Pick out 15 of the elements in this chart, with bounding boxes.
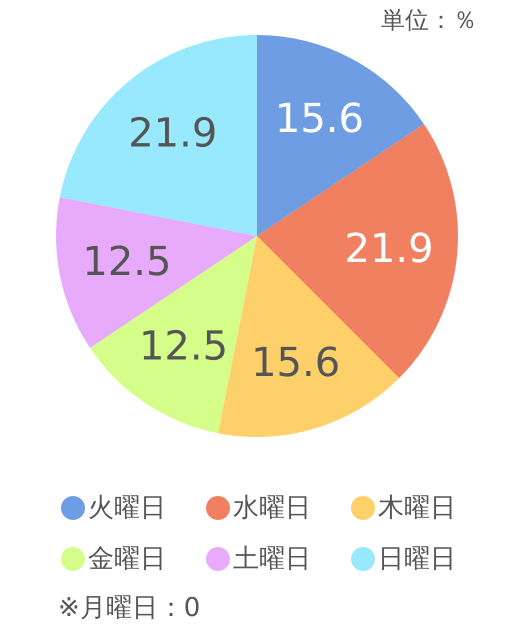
legend-label: 水曜日	[233, 493, 311, 523]
pie-slice	[60, 35, 257, 236]
text: ※月曜日：0	[58, 593, 200, 623]
data-label: 12.5	[138, 323, 228, 370]
data-label: 21.9	[128, 110, 218, 157]
data-label: 15.6	[274, 96, 364, 142]
legend-label: 日曜日	[378, 544, 456, 574]
legend-label: 土曜日	[233, 544, 311, 574]
legend-label: 木曜日	[378, 493, 456, 523]
data-label: 21.9	[344, 226, 434, 272]
data-label: 15.6	[251, 340, 340, 386]
text: 単位：％	[381, 6, 477, 34]
legend-label: 金曜日	[88, 544, 166, 574]
data-label: 12.5	[82, 239, 172, 286]
legend-label: 火曜日	[88, 493, 166, 523]
